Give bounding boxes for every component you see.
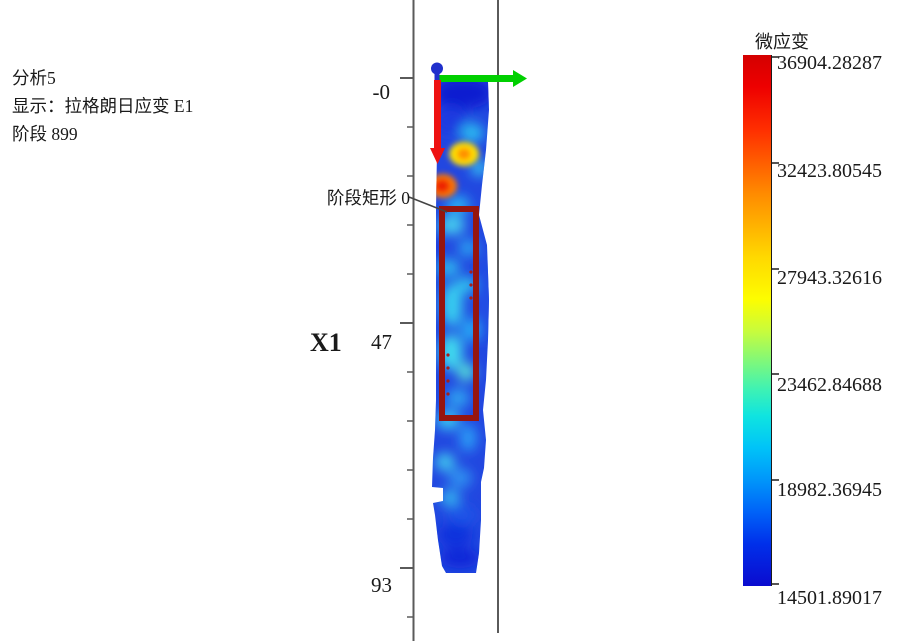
colorbar-ticks [771,56,779,585]
axis-ruler-left [400,0,415,641]
stage-label: 阶段 899 [12,124,78,144]
colorbar-label-max: 36904.28287 [777,52,882,74]
colorbar-label-5: 18982.36945 [777,479,882,501]
annotation-connector-line [408,196,448,213]
info-panel: 分析5 显示：拉格朗日应变 E1 阶段 899 [12,64,193,148]
tick-label-47: 47 [371,330,392,354]
axis-name-label: X1 [310,328,342,357]
colorbar-label-3: 27943.32616 [777,267,882,289]
x-axis-arrowhead-icon [513,70,527,87]
y-axis-arrowhead-icon [430,148,445,164]
display-quantity-label: 显示：拉格朗日应变 E1 [12,96,194,116]
origin-marker-icon [431,62,443,75]
tick-label-0: -0 [372,80,391,104]
origin-axes [430,62,527,164]
axis-major-ticks [400,77,413,569]
axis-minor-ticks [407,126,413,618]
colorbar-label-min: 14501.89017 [777,587,882,609]
colorbar-title: 微应变 [755,32,809,52]
analysis-label: 分析5 [12,68,56,88]
colorbar [743,55,772,586]
colorbar-label-4: 23462.84688 [777,374,882,396]
stage-rectangle-specks [446,270,473,396]
colorbar-label-2: 32423.80545 [777,160,882,182]
stage-rectangle-label[interactable]: 阶段矩形 0 [326,188,410,208]
tick-label-93: 93 [371,573,392,597]
stage-rectangle[interactable] [439,206,479,421]
